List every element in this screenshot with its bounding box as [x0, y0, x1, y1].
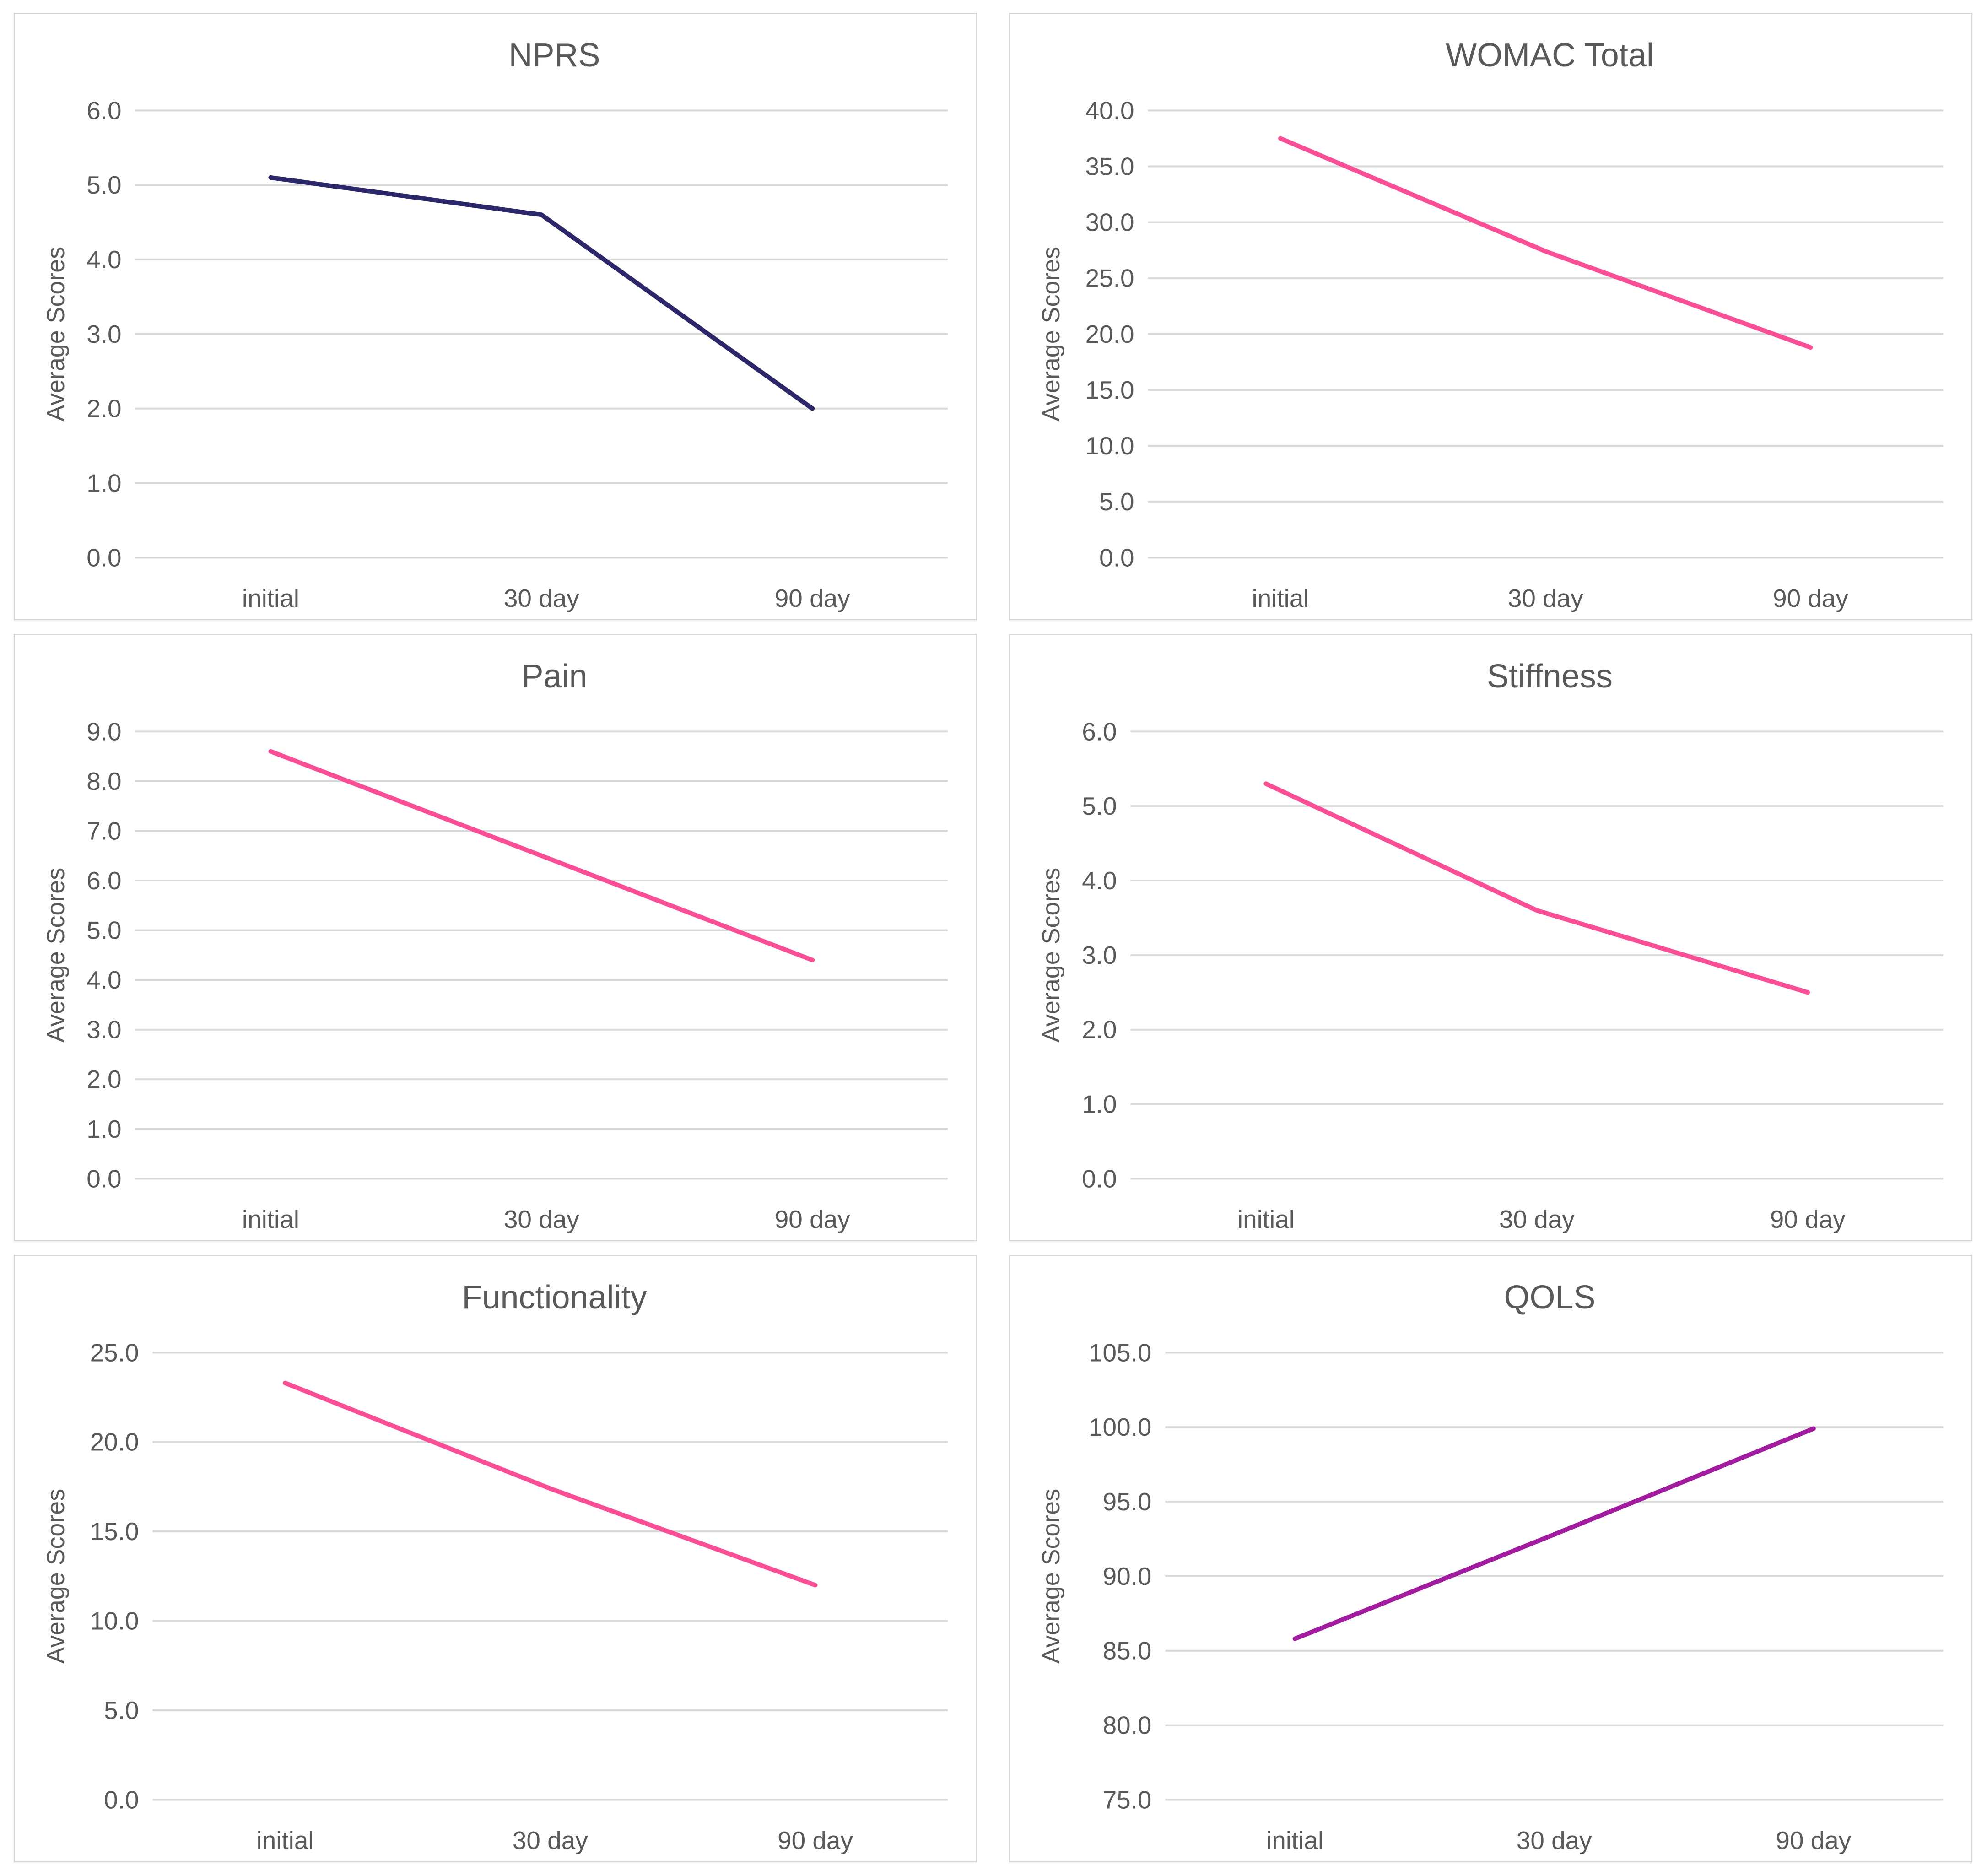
- y-tick-label: 3.0: [86, 1016, 121, 1044]
- x-tick-label: initial: [242, 584, 299, 612]
- x-tick-label: 90 day: [778, 1826, 853, 1854]
- x-tick-label: initial: [1252, 584, 1309, 612]
- chart-title-nprs: NPRS: [508, 37, 600, 74]
- y-tick-label: 3.0: [86, 320, 121, 348]
- y-axis-title: Average Scores: [1037, 1489, 1065, 1664]
- y-tick-label: 15.0: [90, 1517, 139, 1546]
- y-tick-label: 35.0: [1085, 152, 1134, 180]
- y-axis-title: Average Scores: [42, 868, 70, 1043]
- series-line: [268, 749, 815, 962]
- y-tick-label: 1.0: [86, 1115, 121, 1143]
- x-tick-label: 30 day: [1508, 584, 1583, 612]
- y-tick-label: 5.0: [1082, 792, 1117, 820]
- x-tick-label: initial: [256, 1826, 313, 1854]
- y-tick-label: 2.0: [86, 1065, 121, 1093]
- chart-panel-stiffness: 0.0 1.0 2.0 3.0 4.0 5.0 6.0 initial 30 day 90 day…: [1009, 634, 1972, 1241]
- x-tick-label: initial: [1237, 1205, 1295, 1233]
- chart-title-functionality: Functionality: [462, 1279, 647, 1316]
- chart-title-womac-total: WOMAC Total: [1446, 37, 1654, 74]
- y-tick-label: 85.0: [1103, 1637, 1152, 1665]
- x-tick-label: 30 day: [513, 1826, 588, 1854]
- y-tick-label: 40.0: [1085, 96, 1134, 124]
- y-tick-label: 10.0: [1085, 432, 1134, 460]
- x-tick-label: 90 day: [1773, 584, 1848, 612]
- y-tick-label: 0.0: [1099, 543, 1134, 572]
- chart-panel-functionality: 0.0 5.0 10.0 15.0 20.0 25.0 initial 30 day 90 da…: [14, 1255, 977, 1862]
- y-tick-label: 7.0: [86, 816, 121, 845]
- y-tick-label: 6.0: [1082, 717, 1117, 746]
- y-tick-label: 5.0: [86, 171, 121, 199]
- y-tick-label: 80.0: [1103, 1711, 1152, 1740]
- y-tick-label: 75.0: [1103, 1785, 1152, 1814]
- y-tick-label: 6.0: [86, 96, 121, 124]
- y-axis-title: Average Scores: [42, 1489, 70, 1664]
- x-tick-label: 90 day: [1776, 1826, 1851, 1854]
- x-tick-label: 90 day: [775, 584, 850, 612]
- y-tick-label: 0.0: [86, 543, 121, 572]
- qols-line-chart: 75.0 80.0 85.0 90.0 95.0 100.0 105.0 initial 30 …: [1037, 1338, 1944, 1854]
- pain-line-chart: 0.0 1.0 2.0 3.0 4.0 5.0 6.0 7.0 8.0 9.0 initial 30 …: [42, 717, 948, 1233]
- y-tick-label: 5.0: [1099, 487, 1134, 516]
- y-tick-label: 2.0: [86, 395, 121, 423]
- series-line: [283, 1380, 818, 1588]
- x-tick-label: initial: [1266, 1826, 1323, 1854]
- chart-panel-nprs: 0.0 1.0 2.0 3.0 4.0 5.0 6.0 initial 30 day 90 day…: [14, 13, 977, 620]
- y-tick-label: 95.0: [1103, 1487, 1152, 1516]
- chart-panel-womac-total: 0.0 5.0 10.0 15.0 20.0 25.0 30.0 35.0 40.0 initia…: [1009, 13, 1972, 620]
- y-tick-label: 100.0: [1089, 1413, 1151, 1441]
- y-tick-label: 9.0: [86, 717, 121, 746]
- y-tick-label: 6.0: [86, 866, 121, 895]
- chart-title-pain: Pain: [521, 658, 588, 695]
- y-tick-label: 5.0: [86, 916, 121, 945]
- y-tick-label: 105.0: [1089, 1338, 1151, 1367]
- series-line: [1292, 1426, 1816, 1641]
- y-tick-label: 4.0: [86, 245, 121, 274]
- functionality-line-chart: 0.0 5.0 10.0 15.0 20.0 25.0 initial 30 day 90 da…: [42, 1338, 948, 1854]
- y-tick-label: 0.0: [86, 1164, 121, 1193]
- y-tick-label: 5.0: [104, 1696, 139, 1725]
- x-tick-label: 90 day: [775, 1205, 850, 1233]
- series-line: [1278, 136, 1813, 350]
- y-tick-label: 20.0: [1085, 320, 1134, 348]
- x-tick-label: 30 day: [504, 584, 579, 612]
- y-tick-label: 4.0: [86, 966, 121, 994]
- y-tick-label: 30.0: [1085, 208, 1134, 237]
- x-tick-label: initial: [242, 1205, 299, 1233]
- x-tick-label: 30 day: [504, 1205, 579, 1233]
- x-tick-label: 30 day: [1517, 1826, 1592, 1854]
- series-line: [1263, 781, 1810, 995]
- y-tick-label: 25.0: [1085, 264, 1134, 292]
- chart-panel-qols: 75.0 80.0 85.0 90.0 95.0 100.0 105.0 initial 30 …: [1009, 1255, 1972, 1862]
- womac-total-line-chart: 0.0 5.0 10.0 15.0 20.0 25.0 30.0 35.0 40.0 initia…: [1037, 96, 1944, 612]
- x-tick-label: 90 day: [1770, 1205, 1846, 1233]
- y-tick-label: 0.0: [104, 1785, 139, 1814]
- nprs-line-chart: 0.0 1.0 2.0 3.0 4.0 5.0 6.0 initial 30 day 90 day…: [42, 96, 948, 612]
- y-tick-label: 1.0: [86, 469, 121, 497]
- y-tick-label: 1.0: [1082, 1090, 1117, 1119]
- chart-title-qols: QOLS: [1504, 1279, 1596, 1316]
- stiffness-line-chart: 0.0 1.0 2.0 3.0 4.0 5.0 6.0 initial 30 day 90 day…: [1037, 717, 1944, 1233]
- x-tick-label: 30 day: [1499, 1205, 1575, 1233]
- y-tick-label: 90.0: [1103, 1562, 1152, 1590]
- series-line: [268, 175, 815, 411]
- y-tick-label: 4.0: [1082, 866, 1117, 895]
- y-tick-label: 8.0: [86, 767, 121, 795]
- y-axis-title: Average Scores: [42, 247, 70, 422]
- y-tick-label: 10.0: [90, 1607, 139, 1635]
- y-tick-label: 2.0: [1082, 1016, 1117, 1044]
- y-tick-label: 3.0: [1082, 941, 1117, 969]
- y-axis-title: Average Scores: [1037, 868, 1065, 1043]
- y-axis-title: Average Scores: [1037, 247, 1065, 422]
- chart-title-stiffness: Stiffness: [1487, 658, 1613, 695]
- y-tick-label: 20.0: [90, 1428, 139, 1456]
- y-tick-label: 0.0: [1082, 1164, 1117, 1193]
- y-tick-label: 25.0: [90, 1338, 139, 1367]
- chart-panel-pain: 0.0 1.0 2.0 3.0 4.0 5.0 6.0 7.0 8.0 9.0 initial 30 …: [14, 634, 977, 1241]
- y-tick-label: 15.0: [1085, 376, 1134, 404]
